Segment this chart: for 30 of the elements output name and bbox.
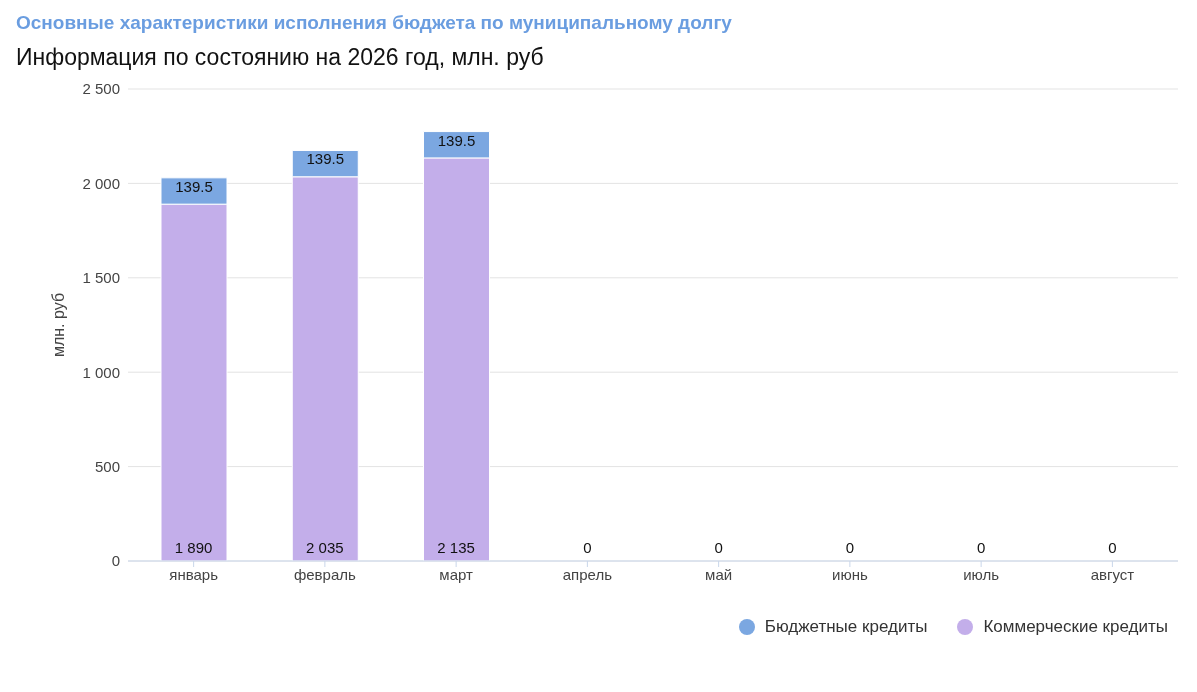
x-tick-label: август xyxy=(1090,565,1135,583)
x-tick-label: май xyxy=(705,565,733,583)
legend-label: Бюджетные кредиты xyxy=(764,617,928,637)
data-label: 0 xyxy=(714,539,723,556)
y-axis-title: млн. руб xyxy=(49,292,67,358)
data-label: 0 xyxy=(583,539,592,556)
data-label: 139.5 xyxy=(306,150,345,168)
x-tick-label: июль xyxy=(963,565,1000,583)
y-tick-label: 2 000 xyxy=(82,174,120,192)
data-label: 0 xyxy=(976,539,986,556)
data-label: 2 035 xyxy=(306,539,344,556)
y-tick-label: 2 500 xyxy=(82,80,120,98)
y-tick-label: 500 xyxy=(94,457,120,475)
data-label: 0 xyxy=(1108,539,1117,556)
legend-label: Коммерческие кредиты xyxy=(983,617,1168,637)
x-tick-label: январь xyxy=(169,565,219,583)
y-tick-label: 0 xyxy=(111,552,120,570)
data-label: 2 135 xyxy=(437,539,475,556)
data-label: 1 890 xyxy=(174,539,213,556)
x-tick-label: февраль xyxy=(293,565,357,583)
chart-title: Основные характеристики исполнения бюджета по муниципальному долгу xyxy=(16,12,733,34)
data-label: 0 xyxy=(845,539,855,556)
y-tick-label: 1 500 xyxy=(82,269,120,287)
x-tick-label: июнь xyxy=(832,565,868,583)
data-label: 139.5 xyxy=(437,131,476,149)
y-tick-label: 1 000 xyxy=(82,363,120,381)
x-tick-label: апрель xyxy=(562,565,613,583)
chart-subtitle: Информация по состоянию на 2026 год, млн. руб xyxy=(16,44,545,71)
x-tick-label: март xyxy=(439,565,474,583)
data-label: 139.5 xyxy=(175,177,213,195)
